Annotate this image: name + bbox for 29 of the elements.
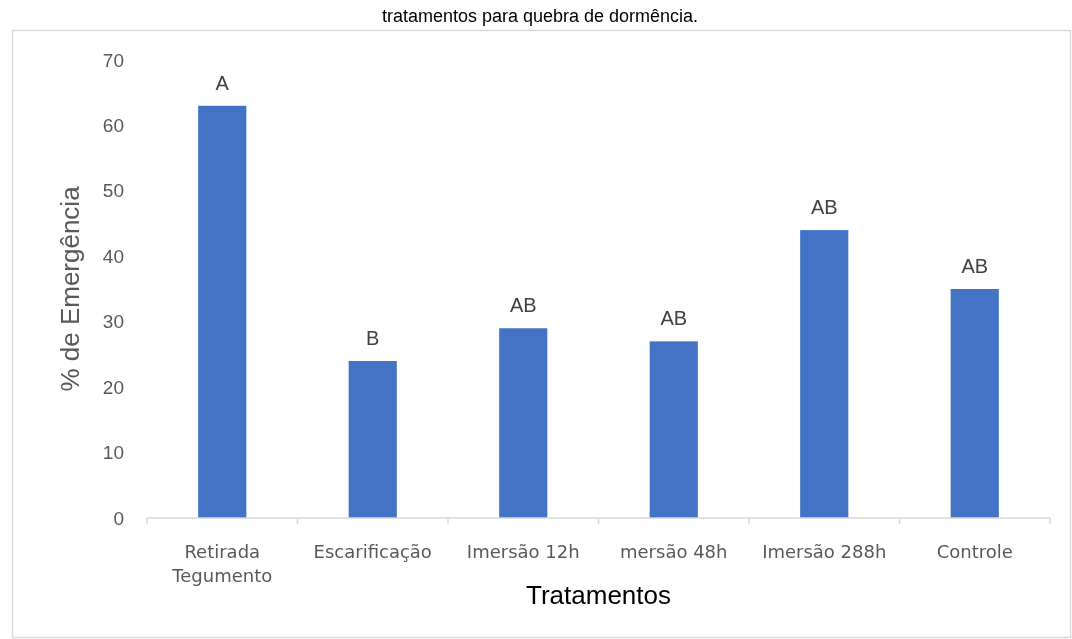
x-tick-label: Controle: [936, 541, 1013, 562]
y-tick-label: 0: [113, 507, 124, 529]
bar: [800, 230, 849, 518]
x-tick-label: Retirada Tegumento: [171, 541, 273, 586]
data-label: AB: [961, 255, 989, 277]
bar: [198, 105, 247, 518]
y-tick-label: 40: [102, 245, 124, 267]
y-axis-title: % de Emergência: [55, 185, 85, 392]
x-tick-label: Imersão 288h: [762, 541, 887, 562]
x-axis-title: Tratamentos: [526, 580, 671, 610]
y-tick-label: 70: [102, 49, 124, 71]
data-label: A: [215, 71, 230, 94]
bar: [348, 360, 397, 518]
x-tick-label: mersão 48h: [620, 541, 728, 562]
data-label: AB: [509, 294, 537, 317]
chart-title: tratamentos para quebra de dormência.: [381, 6, 699, 26]
data-label: AB: [660, 307, 688, 330]
data-label: AB: [810, 196, 838, 219]
y-tick-label: 30: [102, 311, 124, 333]
y-tick-label: 50: [102, 180, 124, 202]
bar: [950, 289, 999, 518]
bar: [649, 341, 698, 518]
y-tick-label: 20: [102, 376, 124, 398]
bar: [499, 328, 548, 518]
y-tick-label: 10: [102, 442, 124, 464]
x-tick-label: Imersão 12h: [466, 541, 580, 562]
y-tick-label: 60: [102, 115, 124, 137]
x-tick-label: Escarificação: [313, 541, 432, 562]
data-label: B: [366, 326, 380, 349]
